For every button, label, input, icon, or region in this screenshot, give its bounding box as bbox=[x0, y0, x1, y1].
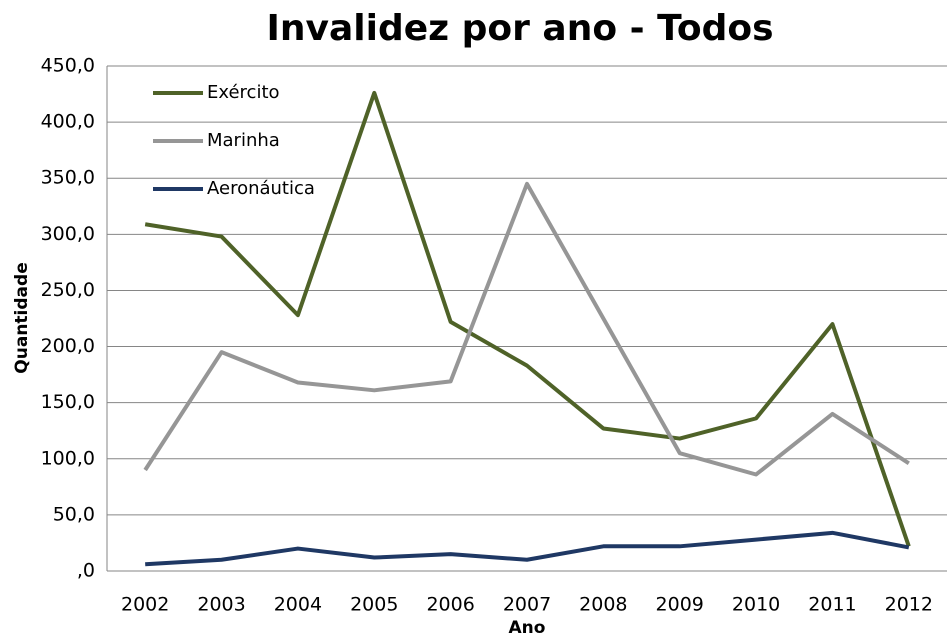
x-tick-label: 2007 bbox=[503, 594, 551, 616]
data-line bbox=[144, 90, 911, 547]
y-tick-label: 450,0 bbox=[41, 55, 95, 77]
data-line bbox=[143, 181, 910, 477]
x-tick-label: 2002 bbox=[121, 594, 169, 616]
y-tick-label: 150,0 bbox=[41, 391, 95, 413]
legend-label: Aeronáutica bbox=[207, 178, 315, 199]
legend-label: Marinha bbox=[207, 130, 280, 151]
y-tick-label: 50,0 bbox=[53, 503, 95, 525]
y-tick-label: 200,0 bbox=[41, 335, 95, 357]
y-axis-label: Quantidade bbox=[12, 262, 32, 373]
y-tick-label: 400,0 bbox=[41, 111, 95, 133]
x-tick-label: 2006 bbox=[426, 594, 474, 616]
chart-title: Invalidez por ano - Todos bbox=[266, 8, 773, 49]
x-tick-label: 2009 bbox=[656, 594, 704, 616]
data-line bbox=[145, 530, 910, 567]
x-tick-label: 2004 bbox=[274, 594, 322, 616]
x-tick-label: 2005 bbox=[350, 594, 398, 616]
y-tick-label: 350,0 bbox=[41, 167, 95, 189]
y-tick-label: 250,0 bbox=[41, 279, 95, 301]
y-tick-label: ,0 bbox=[77, 560, 95, 582]
x-tick-label: 2010 bbox=[732, 594, 780, 616]
x-tick-label: 2008 bbox=[579, 594, 627, 616]
x-tick-label: 2012 bbox=[885, 594, 933, 616]
x-axis-label: Ano bbox=[509, 618, 546, 638]
x-tick-label: 2003 bbox=[197, 594, 245, 616]
y-tick-label: 300,0 bbox=[41, 223, 95, 245]
legend-label: Exército bbox=[207, 82, 280, 103]
x-tick-label: 2011 bbox=[808, 594, 856, 616]
y-tick-label: 100,0 bbox=[41, 447, 95, 469]
